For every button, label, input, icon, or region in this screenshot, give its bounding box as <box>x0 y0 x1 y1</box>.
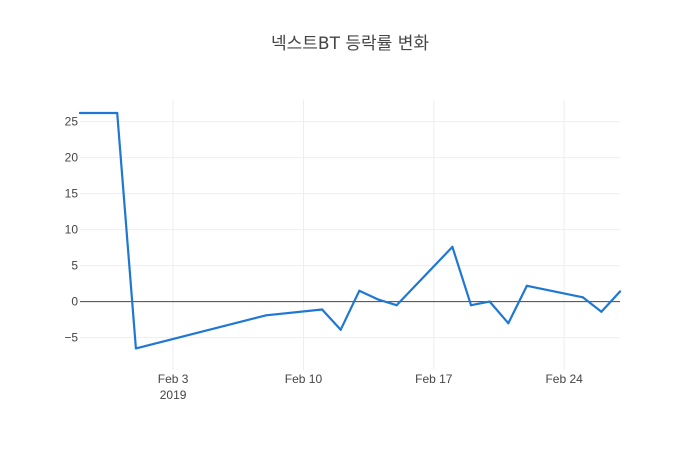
data-point[interactable] <box>581 296 584 299</box>
data-point[interactable] <box>78 111 82 115</box>
y-tick-label: 15 <box>65 187 79 201</box>
x-tick-label: Feb 24 <box>545 372 583 386</box>
y-tick-label: 5 <box>71 259 78 273</box>
data-point[interactable] <box>358 289 361 292</box>
data-point[interactable] <box>116 111 119 115</box>
x-tick-sublabel: 2019 <box>160 388 187 402</box>
data-point[interactable] <box>265 314 268 317</box>
data-point[interactable] <box>339 328 342 331</box>
chart-title: 넥스트BT 등락률 변화 <box>271 34 429 54</box>
data-point[interactable] <box>488 300 491 303</box>
data-point[interactable] <box>469 304 473 307</box>
data-point[interactable] <box>134 347 137 350</box>
y-tick-label: 25 <box>65 115 79 129</box>
y-tick-label: 20 <box>65 151 79 165</box>
data-point[interactable] <box>395 304 398 307</box>
y-tick-label: −5 <box>64 331 78 345</box>
x-tick-label: Feb 3 <box>158 372 189 386</box>
data-point[interactable] <box>618 290 622 293</box>
y-tick-label: 10 <box>65 223 79 237</box>
data-point[interactable] <box>321 308 324 311</box>
x-tick-label: Feb 17 <box>415 372 453 386</box>
data-point[interactable] <box>600 310 603 313</box>
data-point[interactable] <box>451 245 454 248</box>
data-point[interactable] <box>525 284 529 287</box>
series-line <box>78 111 622 350</box>
x-tick-label: Feb 10 <box>285 372 323 386</box>
axis-layer: Feb 3 2019 Feb 10 Feb 17 Feb 24 −5 0 5 10 15 20 25 <box>64 115 583 402</box>
series-layer <box>78 111 622 350</box>
data-point[interactable] <box>376 298 379 301</box>
data-point[interactable] <box>507 322 510 325</box>
grid-layer <box>80 100 620 370</box>
y-tick-label: 0 <box>71 295 78 309</box>
